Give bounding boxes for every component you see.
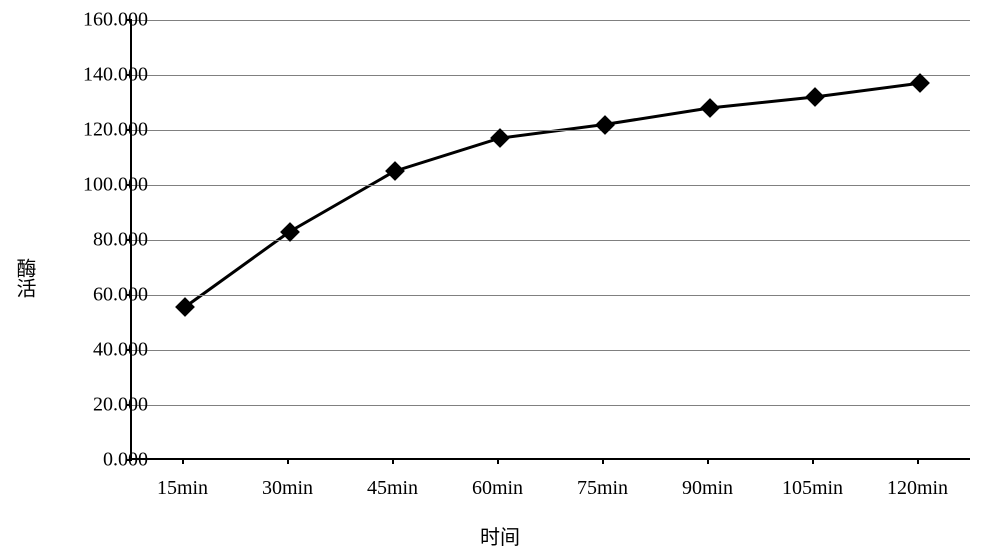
grid-line [132,295,970,296]
y-tick-label: 40.000 [48,339,148,362]
line-series [132,20,970,458]
y-tick-label: 140.000 [48,64,148,87]
x-tick-mark [707,458,709,464]
grid-line [132,185,970,186]
x-tick-label: 120min [887,477,948,500]
y-tick-label: 20.000 [48,394,148,417]
grid-line [132,20,970,21]
y-tick-label: 0.000 [48,449,148,472]
x-tick-mark [497,458,499,464]
y-axis-label: 酶活 [10,258,39,298]
chart-container: 酶活 时间 0.000 20.000 40.000 60.000 80.000 100.0… [0,0,1000,556]
x-axis-label: 时间 [480,521,520,550]
grid-line [132,130,970,131]
y-tick-mark [126,349,132,351]
grid-line [132,350,970,351]
y-tick-mark [126,184,132,186]
x-tick-mark [392,458,394,464]
plot-area [130,20,970,460]
y-tick-mark [126,404,132,406]
y-tick-mark [126,294,132,296]
series-line [185,83,920,307]
grid-line [132,405,970,406]
grid-line [132,75,970,76]
y-tick-label: 80.000 [48,229,148,252]
y-tick-mark [126,459,132,461]
x-tick-mark [287,458,289,464]
y-tick-label: 160.000 [48,9,148,32]
x-tick-label: 90min [682,477,733,500]
y-tick-label: 100.000 [48,174,148,197]
x-tick-mark [812,458,814,464]
x-tick-label: 45min [367,477,418,500]
y-tick-label: 120.000 [48,119,148,142]
y-tick-label: 60.000 [48,284,148,307]
y-tick-mark [126,74,132,76]
grid-line [132,240,970,241]
x-tick-label: 30min [262,477,313,500]
x-tick-label: 15min [157,477,208,500]
x-tick-label: 75min [577,477,628,500]
x-tick-mark [602,458,604,464]
y-tick-mark [126,19,132,21]
x-tick-label: 60min [472,477,523,500]
y-tick-mark [126,129,132,131]
x-tick-mark [917,458,919,464]
x-tick-label: 105min [782,477,843,500]
x-tick-mark [182,458,184,464]
y-tick-mark [126,239,132,241]
